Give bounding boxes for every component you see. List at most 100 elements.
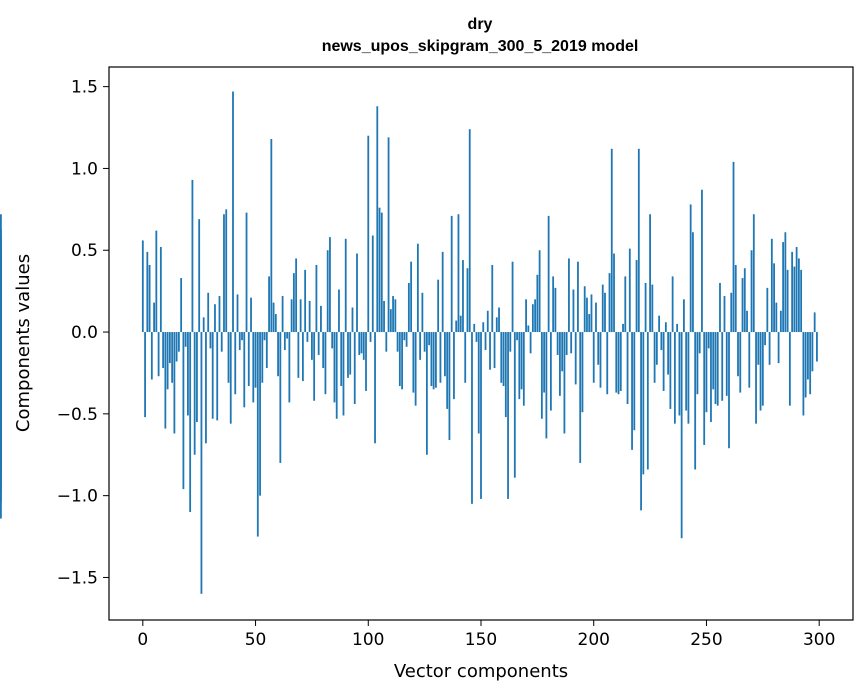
bar — [353, 332, 356, 405]
bar — [816, 332, 818, 362]
bar — [489, 332, 491, 370]
bar — [220, 332, 223, 352]
bar — [297, 332, 300, 378]
bar — [272, 302, 275, 333]
bar — [385, 332, 388, 352]
bar — [243, 332, 246, 408]
bar — [764, 332, 766, 346]
bar — [732, 161, 735, 333]
bar — [232, 91, 234, 333]
bar — [218, 296, 221, 333]
bar — [333, 332, 336, 403]
bar — [283, 332, 286, 351]
bar — [423, 332, 426, 352]
bar — [592, 332, 595, 383]
bar — [525, 299, 527, 333]
bar — [495, 317, 498, 333]
bar — [484, 332, 487, 351]
bar — [407, 282, 410, 333]
bar — [741, 278, 744, 333]
bar — [543, 332, 546, 393]
bar — [782, 242, 785, 333]
bar — [552, 276, 555, 333]
bar — [338, 289, 340, 333]
bar — [437, 279, 440, 333]
bar — [410, 261, 413, 333]
bar — [191, 179, 194, 333]
bar — [768, 332, 771, 365]
bar — [698, 332, 701, 354]
bar — [365, 332, 367, 391]
bar — [784, 232, 787, 333]
y-tick-label: 1.5 — [71, 78, 98, 98]
y-tick-label: 0.0 — [71, 323, 98, 343]
bar — [462, 260, 464, 333]
bar — [705, 332, 708, 413]
bar — [153, 302, 155, 333]
bar — [290, 299, 293, 333]
bar — [743, 268, 746, 333]
bar — [662, 332, 665, 391]
bar — [394, 299, 397, 333]
bar — [292, 273, 295, 333]
bar — [730, 292, 733, 333]
bar-series — [0, 91, 818, 594]
bar — [559, 332, 561, 396]
bar — [655, 332, 658, 365]
bar — [168, 332, 171, 364]
bar — [493, 332, 496, 369]
bar — [225, 209, 228, 333]
bar — [475, 332, 478, 342]
bar — [574, 332, 577, 385]
bar — [277, 332, 279, 377]
bar — [380, 212, 383, 333]
bar — [703, 332, 706, 445]
bar — [193, 332, 196, 455]
bar — [633, 332, 636, 431]
bar — [164, 332, 167, 429]
x-axis-label: Vector components — [394, 661, 568, 682]
bar — [707, 332, 710, 349]
bar — [344, 238, 347, 333]
bar — [687, 332, 690, 424]
bar — [673, 332, 676, 424]
bar — [536, 274, 539, 333]
bar — [180, 278, 183, 333]
bar — [416, 243, 419, 333]
bar — [331, 332, 334, 349]
bar — [604, 292, 606, 333]
bar — [601, 284, 604, 333]
bar — [683, 299, 685, 333]
bar — [405, 332, 408, 347]
bar — [247, 332, 250, 387]
bar — [534, 299, 537, 333]
bar — [689, 204, 692, 333]
bar — [329, 237, 331, 333]
bar — [588, 314, 591, 333]
bar — [658, 315, 661, 333]
bar — [347, 332, 349, 378]
bar — [378, 207, 381, 333]
bar — [419, 332, 422, 360]
bar — [439, 332, 442, 383]
x-axis-ticks: 0 50 100 150 200 250 300 — [137, 620, 835, 650]
bar — [646, 332, 649, 470]
bar — [268, 276, 270, 333]
bar — [263, 332, 266, 341]
bar — [671, 276, 674, 333]
bar — [770, 238, 773, 333]
bar — [358, 332, 361, 355]
bar — [144, 332, 146, 418]
bar — [500, 332, 503, 383]
bar — [669, 332, 672, 409]
bar — [728, 332, 730, 449]
bar — [554, 287, 557, 333]
bar — [520, 332, 523, 390]
bar — [664, 322, 667, 333]
bar — [761, 332, 764, 406]
bar — [376, 106, 379, 333]
bar — [315, 264, 318, 333]
bar — [468, 129, 471, 333]
bar — [793, 266, 796, 333]
bar — [162, 332, 165, 369]
